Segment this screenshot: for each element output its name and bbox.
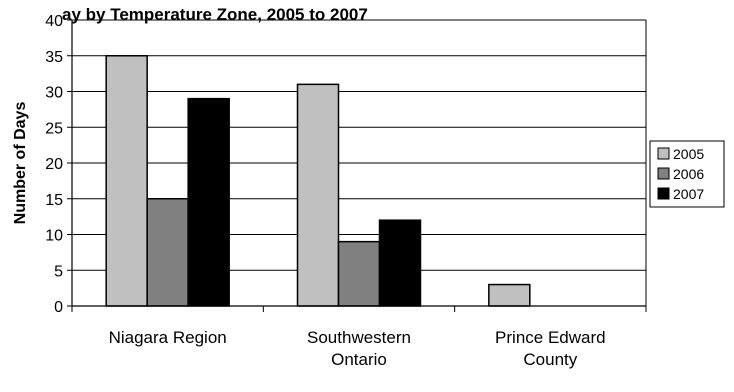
bar-2006-0 [146,198,189,307]
legend-label: 2006 [673,166,704,182]
y-tick-label: 35 [45,49,63,66]
chart-title: ay by Temperature Zone, 2005 to 2007 [62,5,368,24]
x-category-label: Prince Edward [495,328,606,347]
bar-2005-1 [296,83,340,307]
y-tick-label: 15 [45,192,63,209]
axes [67,19,647,312]
legend: 2005 2006 2007 [649,140,725,208]
y-axis-title: Number of Days [12,102,29,225]
bar-2006-1 [337,240,381,307]
y-tick-label: 0 [54,299,63,316]
bar-2005-0 [105,55,148,307]
x-category-label: Southwestern [307,328,411,347]
legend-label: 2005 [673,146,704,162]
y-tick-label: 40 [45,13,63,30]
bar-2007-0 [187,97,230,307]
y-tick-label: 25 [45,120,63,137]
y-tick-label: 30 [45,85,63,102]
bar-2005-2 [488,283,531,307]
y-tick-label: 10 [45,228,63,245]
bar-group [105,55,531,307]
x-category-label: Ontario [331,350,387,369]
y-tick-label: 20 [45,156,63,173]
x-category-label: County [523,350,577,369]
legend-swatch [657,187,670,200]
x-category-label: Niagara Region [109,328,227,347]
y-tick-labels: 0 5 10 15 20 25 30 35 40 [45,13,63,316]
legend-label: 2007 [673,186,704,202]
x-category-labels: Niagara Region Southwestern Ontario Prince … [109,328,606,369]
legend-swatch [657,147,670,160]
legend-swatch [657,167,670,180]
y-tick-label: 5 [54,263,63,280]
bar-2007-1 [378,219,422,307]
